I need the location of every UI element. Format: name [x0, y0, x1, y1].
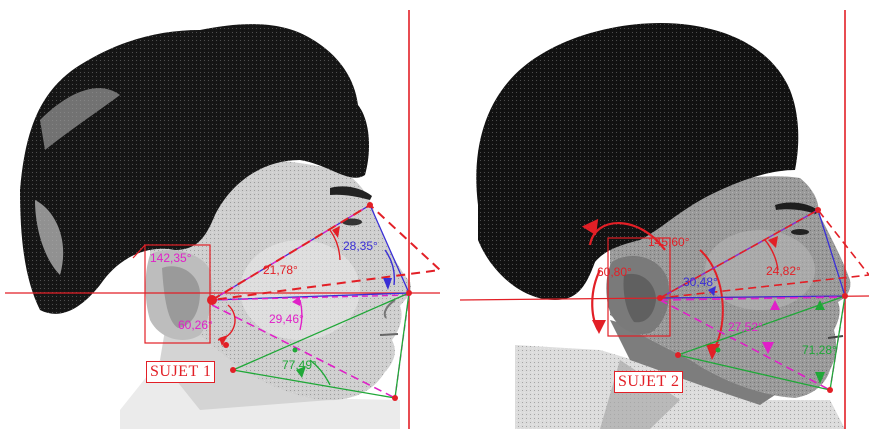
angle-label: 142,35° — [150, 251, 192, 265]
angle-label: 71,28° — [802, 343, 837, 357]
angle-label: 145,60° — [648, 235, 690, 249]
angle-label: 29,46° — [269, 312, 304, 326]
angle-label: 60,26° — [178, 318, 213, 332]
angle-label: 27,52° — [728, 320, 763, 334]
subject-1-label: SUJET 1 — [146, 361, 216, 383]
subject-2-label: SUJET 2 — [614, 371, 684, 393]
angle-label: 28,35° — [343, 239, 378, 253]
subject-1-annotations: 142,35° 21,78° 28,35° 60,26° 29,46° 77,4… — [5, 10, 443, 429]
angle-label: 60,80° — [597, 265, 632, 279]
subject-2-annotations: 145,60° 60,80° 24,82° 30,48° 27,52° 71,2… — [459, 10, 869, 429]
angle-label: 24,82° — [766, 264, 801, 278]
subject-2-photo — [476, 23, 851, 429]
subject-1-photo — [20, 24, 411, 429]
angle-label: 21,78° — [263, 263, 298, 277]
angle-label: 30,48° — [683, 275, 718, 289]
angle-label: 77,49° — [282, 358, 317, 372]
